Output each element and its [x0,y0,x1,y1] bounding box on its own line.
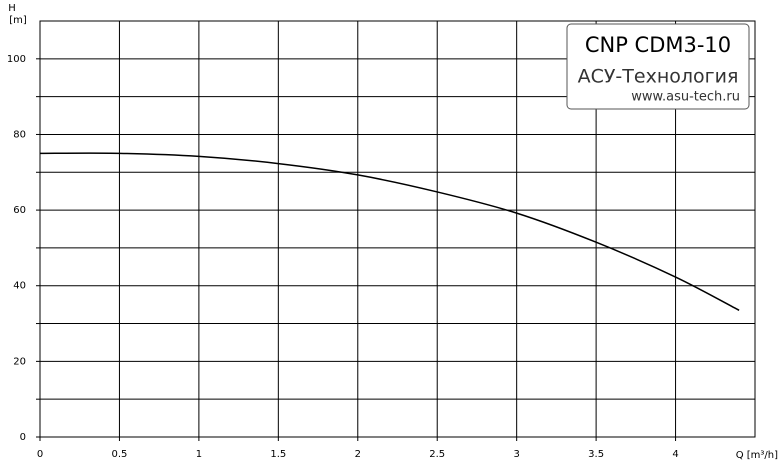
y-tick-label: 60 [13,205,26,216]
x-tick-label: 3 [513,449,519,460]
website: www.asu-tech.ru [631,90,740,105]
y-axis-label: H [8,3,16,14]
brand: АСУ-Технология [578,66,739,88]
y-tick-label: 20 [13,356,26,367]
x-axis-label: Q [m³/h] [736,450,778,461]
x-tick-label: 0 [37,449,43,460]
x-tick-label: 1.5 [270,449,286,460]
y-tick-label: 40 [13,281,26,292]
x-tick-label: 4 [672,449,678,460]
x-tick-label: 3.5 [588,449,604,460]
model-name: CNP CDM3-10 [585,33,731,57]
y-tick-label: 0 [20,432,26,443]
x-tick-label: 1 [196,449,202,460]
y-tick-label: 100 [7,54,26,65]
x-tick-label: 2 [355,449,361,460]
y-axis-unit: [m] [9,15,27,26]
x-tick-label: 0.5 [111,449,127,460]
legend-box [566,23,750,110]
y-tick-label: 80 [13,129,26,140]
curve [39,152,740,311]
x-tick-label: 2.5 [429,449,445,460]
